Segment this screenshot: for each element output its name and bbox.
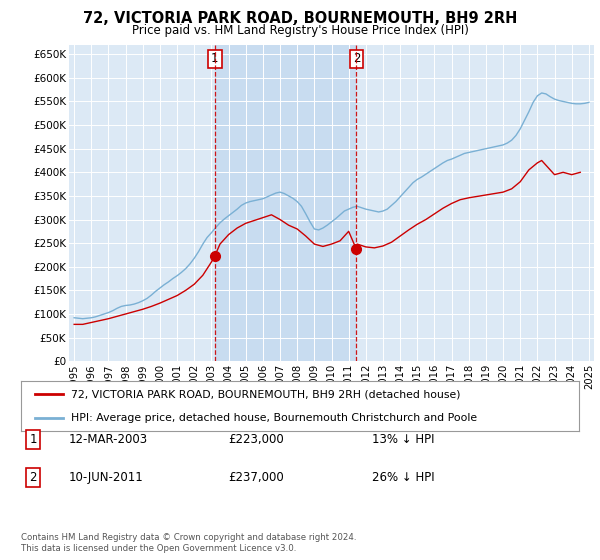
Text: Contains HM Land Registry data © Crown copyright and database right 2024.
This d: Contains HM Land Registry data © Crown c… xyxy=(21,533,356,553)
Text: 2: 2 xyxy=(29,471,37,484)
Text: 26% ↓ HPI: 26% ↓ HPI xyxy=(372,471,434,484)
Text: Price paid vs. HM Land Registry's House Price Index (HPI): Price paid vs. HM Land Registry's House … xyxy=(131,24,469,37)
Text: 72, VICTORIA PARK ROAD, BOURNEMOUTH, BH9 2RH: 72, VICTORIA PARK ROAD, BOURNEMOUTH, BH9… xyxy=(83,11,517,26)
Text: 1: 1 xyxy=(29,433,37,446)
Text: 12-MAR-2003: 12-MAR-2003 xyxy=(69,433,148,446)
Text: 2: 2 xyxy=(353,53,360,66)
Text: 72, VICTORIA PARK ROAD, BOURNEMOUTH, BH9 2RH (detached house): 72, VICTORIA PARK ROAD, BOURNEMOUTH, BH9… xyxy=(71,389,461,399)
Bar xyxy=(215,45,356,361)
Text: £223,000: £223,000 xyxy=(228,433,284,446)
Text: 13% ↓ HPI: 13% ↓ HPI xyxy=(372,433,434,446)
Text: 10-JUN-2011: 10-JUN-2011 xyxy=(69,471,144,484)
Text: 1: 1 xyxy=(211,53,218,66)
Text: £237,000: £237,000 xyxy=(228,471,284,484)
Text: HPI: Average price, detached house, Bournemouth Christchurch and Poole: HPI: Average price, detached house, Bour… xyxy=(71,413,478,423)
